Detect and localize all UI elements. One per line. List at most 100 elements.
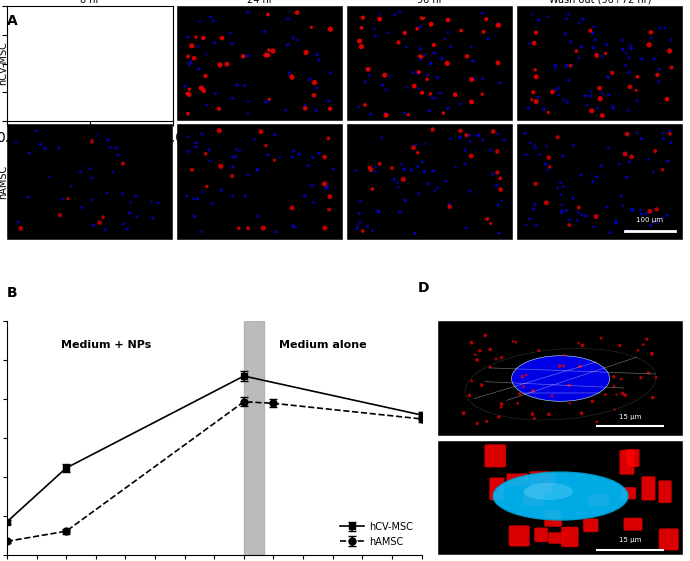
- Point: [422, 180, 433, 188]
- Point: [534, 150, 545, 159]
- Point: [591, 417, 602, 426]
- Point: [420, 167, 431, 176]
- Point: [352, 224, 363, 233]
- Point: [641, 335, 652, 344]
- Point: [664, 127, 675, 136]
- Point: [354, 209, 365, 218]
- Point: [443, 199, 454, 208]
- Point: [259, 27, 270, 36]
- Point: [355, 197, 366, 206]
- Point: [544, 163, 555, 172]
- Point: [193, 65, 204, 73]
- Point: [305, 75, 316, 84]
- Point: [533, 346, 544, 355]
- FancyBboxPatch shape: [620, 450, 634, 475]
- Point: [196, 84, 207, 93]
- FancyBboxPatch shape: [548, 532, 563, 544]
- Point: [464, 187, 475, 196]
- Point: [132, 212, 143, 221]
- Point: [472, 131, 483, 140]
- Point: [432, 183, 443, 192]
- Point: [368, 25, 380, 34]
- Point: [270, 227, 281, 236]
- Point: [417, 158, 428, 167]
- Point: [528, 88, 539, 97]
- Point: [66, 182, 77, 191]
- Point: [287, 222, 298, 231]
- Point: [413, 67, 424, 76]
- Point: [495, 185, 506, 194]
- Point: [442, 104, 453, 113]
- Point: [107, 168, 118, 177]
- Point: [182, 33, 193, 42]
- Point: [476, 8, 487, 17]
- Point: [620, 61, 631, 70]
- Point: [426, 20, 437, 29]
- Point: [482, 214, 493, 223]
- Point: [324, 192, 335, 201]
- Point: [12, 89, 23, 98]
- Point: [43, 172, 55, 181]
- Point: [603, 90, 614, 99]
- Point: [309, 78, 320, 87]
- Point: [181, 192, 193, 201]
- Point: [664, 130, 676, 139]
- Point: [595, 334, 607, 343]
- Point: [580, 211, 591, 220]
- Point: [635, 134, 647, 143]
- Point: [524, 39, 535, 48]
- Point: [324, 104, 335, 113]
- Circle shape: [511, 356, 609, 401]
- Point: [380, 85, 391, 94]
- Point: [492, 168, 503, 177]
- Point: [72, 86, 83, 95]
- Point: [186, 57, 197, 66]
- Point: [148, 105, 159, 114]
- Point: [493, 19, 504, 28]
- Point: [364, 163, 375, 172]
- Point: [215, 186, 226, 195]
- Point: [53, 144, 64, 153]
- Point: [424, 107, 435, 116]
- Point: [552, 183, 563, 192]
- FancyBboxPatch shape: [509, 526, 530, 546]
- FancyBboxPatch shape: [589, 494, 609, 506]
- Point: [631, 86, 642, 95]
- Point: [57, 35, 68, 44]
- Point: [609, 373, 620, 381]
- Point: [587, 177, 598, 186]
- Point: [542, 165, 553, 174]
- Point: [67, 40, 78, 49]
- Point: [464, 137, 475, 146]
- Point: [528, 205, 539, 214]
- Point: [591, 172, 602, 181]
- FancyBboxPatch shape: [530, 471, 551, 492]
- Point: [412, 24, 423, 33]
- Point: [626, 153, 637, 162]
- Point: [196, 227, 207, 236]
- Point: [380, 108, 391, 117]
- Point: [62, 194, 73, 203]
- Point: [558, 151, 569, 160]
- Point: [110, 11, 121, 20]
- Point: [455, 99, 466, 108]
- Point: [50, 80, 61, 89]
- Point: [97, 88, 108, 97]
- Point: [617, 36, 628, 45]
- Point: [517, 372, 528, 381]
- Point: [366, 110, 377, 119]
- Point: [657, 165, 668, 174]
- Point: [86, 137, 97, 146]
- Point: [365, 165, 376, 174]
- Point: [13, 218, 24, 227]
- Point: [154, 13, 165, 22]
- Bar: [244, 321, 264, 555]
- Point: [564, 399, 575, 408]
- Point: [493, 200, 504, 209]
- Point: [374, 10, 385, 19]
- FancyBboxPatch shape: [583, 518, 598, 532]
- Point: [328, 164, 339, 173]
- Point: [201, 100, 213, 109]
- Point: [540, 159, 551, 168]
- Point: [286, 72, 297, 81]
